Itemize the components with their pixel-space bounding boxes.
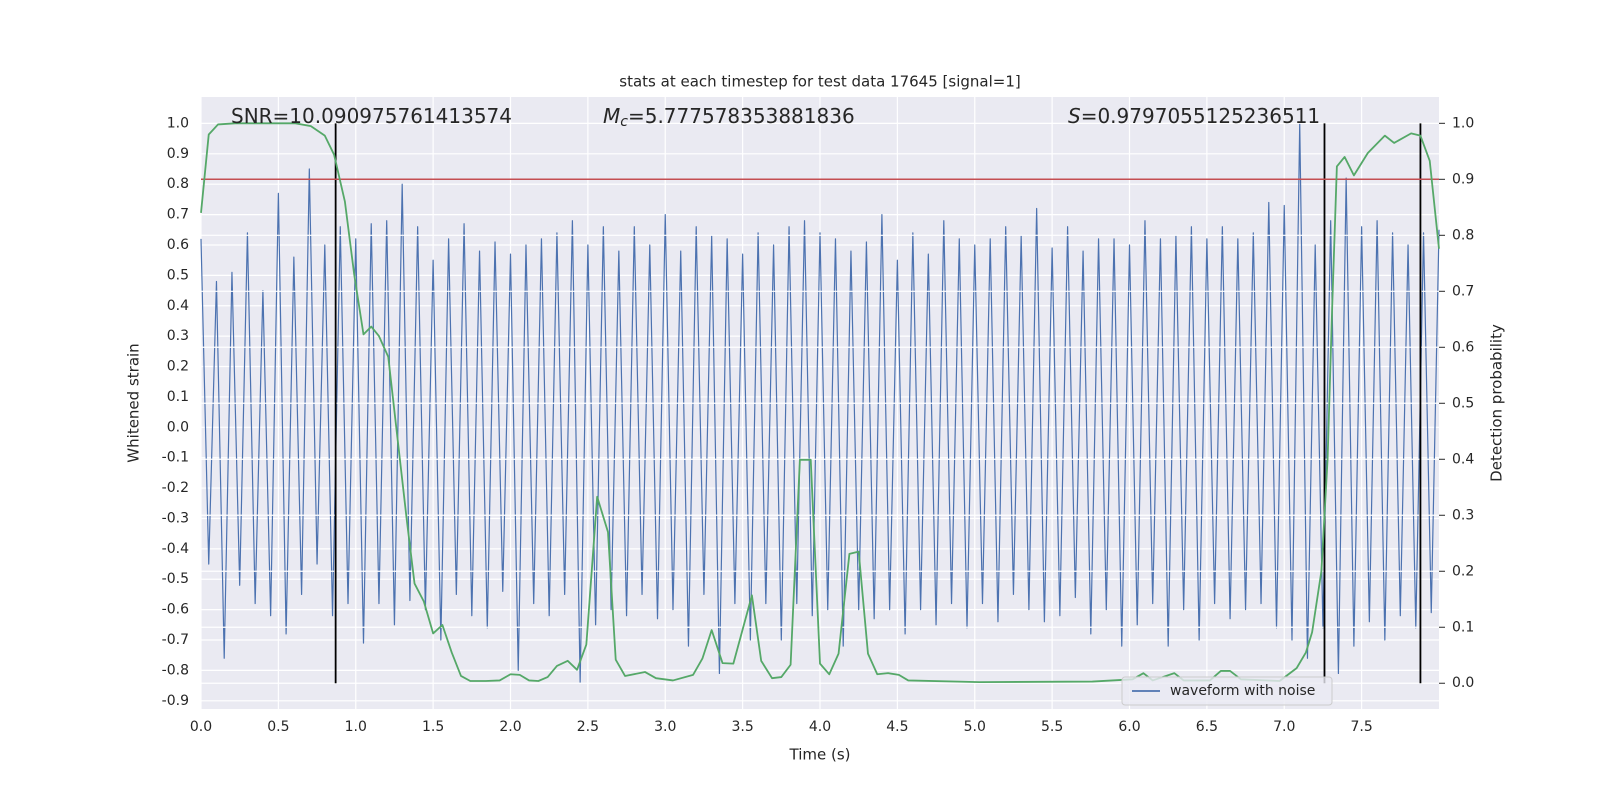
y-tick-label: 0.4 [167,298,189,314]
x-tick-label: 5.5 [1041,719,1063,735]
y-tick-label: 0.5 [167,267,189,283]
x-tick-label: 2.0 [499,719,521,735]
y-tick-label: -0.6 [162,602,189,618]
y2-tick-label: 0.3 [1452,507,1474,523]
y-tick-label: -0.3 [162,510,189,526]
x-tick-label: 0.0 [190,719,212,735]
y-tick-label: -0.4 [162,541,189,557]
y2-axis-label: Detection probability [1488,324,1506,482]
annotation-subscript: c [620,114,628,130]
stat-annotation: S=0.9797055125236511 [1068,104,1320,128]
y-tick-label: 0.9 [167,146,189,162]
stat-annotation: Mc=5.777578353881836 [603,104,855,131]
x-tick-label: 5.0 [964,719,986,735]
annotation-text: =5.777578353881836 [628,104,855,128]
y-tick-label: -0.9 [162,693,189,709]
stat-annotation: SNR=10.090975761413574 [231,104,512,128]
x-tick-label: 1.0 [345,719,367,735]
annotation-symbol: M [603,104,620,128]
x-tick-label: 6.0 [1118,719,1140,735]
y-tick-label: -0.1 [162,450,189,466]
x-tick-label: 3.5 [731,719,753,735]
annotation-text: SNR=10.090975761413574 [231,104,512,128]
y-tick-label: 1.0 [167,115,189,131]
x-tick-label: 6.5 [1196,719,1218,735]
y-tick-label: -0.2 [162,480,189,496]
y2-tick-label: 0.9 [1452,171,1474,187]
x-axis-label: Time (s) [789,746,851,764]
y2-tick-label: 0.6 [1452,339,1474,355]
y-tick-label: 0.2 [167,359,189,375]
annotation-symbol: S [1068,104,1081,128]
x-tick-label: 2.5 [577,719,599,735]
y2-tick-label: 0.0 [1452,675,1474,691]
y2-tick-label: 1.0 [1452,115,1474,131]
y-tick-label: 0.1 [167,389,189,405]
y2-tick-label: 0.2 [1452,563,1474,579]
x-tick-label: 4.5 [886,719,908,735]
y-tick-label: 0.0 [167,419,189,435]
y-tick-label: -0.5 [162,571,189,587]
y2-tick-label: 0.8 [1452,227,1474,243]
x-tick-label: 1.5 [422,719,444,735]
chart-title: stats at each timestep for test data 176… [619,73,1020,91]
waveform-line [200,122,1440,684]
y2-tick-label: 0.4 [1452,451,1474,467]
y2-tick-label: 0.1 [1452,619,1474,635]
x-tick-label: 0.5 [267,719,289,735]
y-tick-label: 0.8 [167,176,189,192]
y-tick-label: 0.7 [167,207,189,223]
x-tick-label: 3.0 [654,719,676,735]
y-axis-label: Whitened strain [125,343,143,462]
x-tick-label: 4.0 [809,719,831,735]
legend-box [1121,676,1333,706]
y2-tick-label: 0.7 [1452,283,1474,299]
x-tick-label: 7.0 [1273,719,1295,735]
y-tick-label: 0.3 [167,328,189,344]
y2-tick-label: 0.5 [1452,395,1474,411]
probability-line [200,122,1440,684]
x-tick-label: 7.5 [1350,719,1372,735]
legend-label: waveform with noise [1170,683,1315,699]
y-tick-label: 0.6 [167,237,189,253]
annotation-text: =0.9797055125236511 [1081,104,1320,128]
y-tick-label: -0.7 [162,632,189,648]
y-tick-label: -0.8 [162,662,189,678]
